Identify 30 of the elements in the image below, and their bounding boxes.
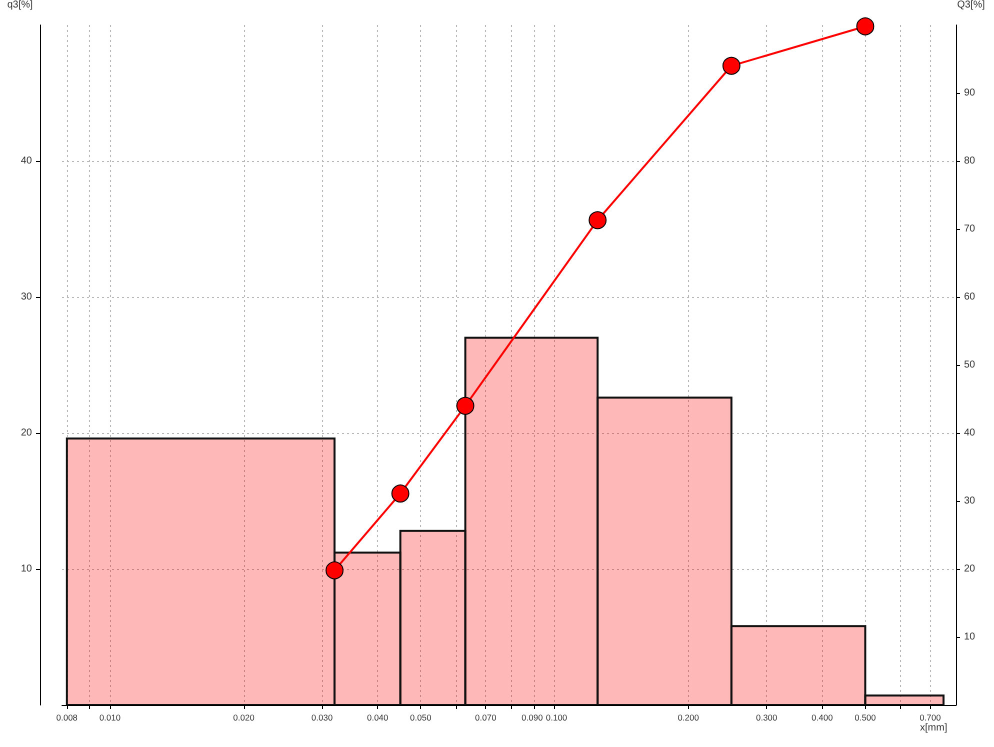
x-axis-title: x[mm]: [920, 722, 948, 734]
x-tick-label: 0.400: [812, 712, 834, 722]
y2-tick-label: 70: [964, 224, 976, 234]
y2-tick-label: 10: [964, 632, 976, 642]
y2-axis-title: Q3[%]: [957, 0, 986, 10]
x-tick-label: 0.008: [56, 712, 78, 722]
x-tick-label: 0.040: [366, 712, 389, 722]
y2-tick-label: 80: [964, 156, 976, 166]
x-tick-label: 0.010: [99, 712, 121, 722]
y2-tick-label: 40: [964, 428, 976, 438]
y2-tick-label: 50: [964, 360, 976, 370]
x-tick-label: 0.030: [311, 712, 333, 722]
x-tick-label: 0.200: [678, 712, 700, 722]
y2-tick-label: 20: [964, 564, 976, 574]
y2-tick-label: 60: [964, 292, 976, 302]
x-tick-label: 0.500: [854, 712, 876, 722]
x-tick-label: 0.050: [410, 712, 432, 722]
y2-tick-label: 30: [964, 496, 976, 506]
x-tick-label: 0.090: [522, 712, 544, 722]
x-tick-label: 0.100: [546, 712, 568, 722]
x-tick-label: 0.300: [756, 712, 778, 722]
y-axis-title: q3[%]: [7, 0, 34, 10]
y-tick-label: 10: [20, 564, 32, 574]
x-tick-label: 0.070: [475, 712, 497, 722]
y-tick-label: 40: [20, 156, 32, 166]
y-tick-label: 30: [20, 292, 32, 302]
x-tick-label: 0.700: [920, 712, 942, 722]
y2-tick-label: 90: [964, 88, 976, 98]
x-tick-label: 0.020: [233, 712, 255, 722]
y-tick-label: 20: [20, 428, 32, 438]
